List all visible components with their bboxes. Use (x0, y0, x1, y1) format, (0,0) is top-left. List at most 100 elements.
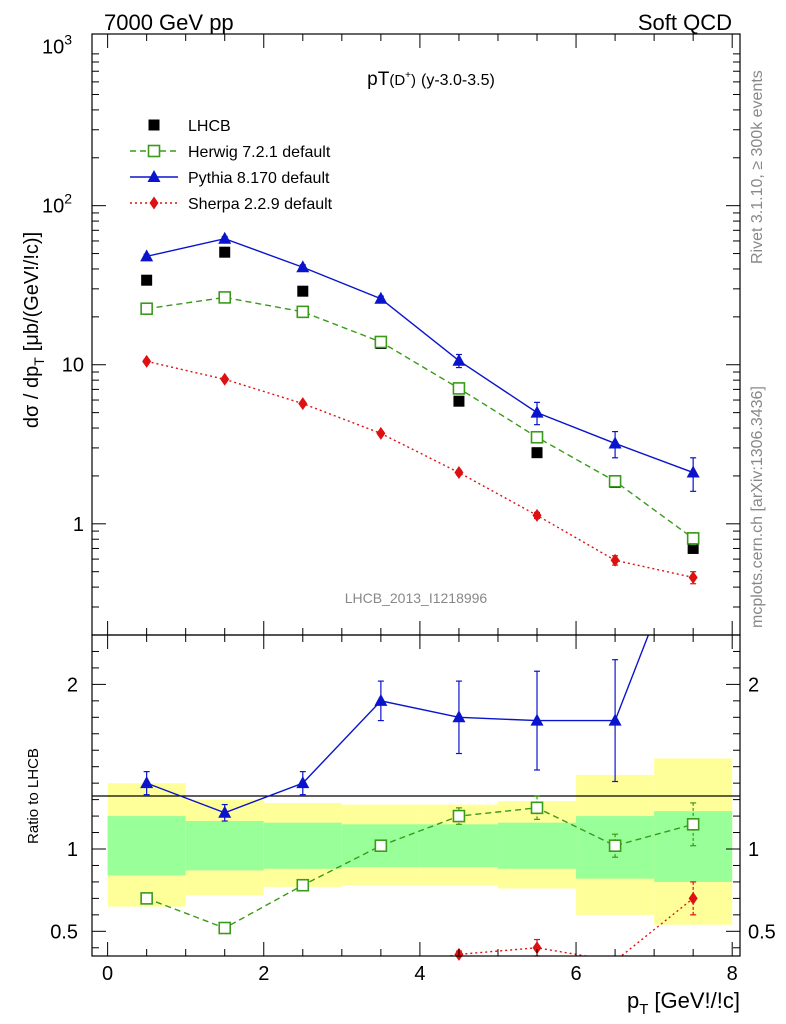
herwig-line (146, 807, 694, 929)
main-y-label-unit: [μb/(GeV!/!c)] (21, 232, 43, 351)
sherpa-point (142, 354, 152, 368)
herwig-point (296, 305, 310, 319)
sherpa-point (688, 891, 698, 905)
main-y-axis-label: dσ / dpT [μb/(GeV!/!c)] (21, 232, 47, 428)
herwig-point (530, 430, 544, 444)
pythia-point (140, 776, 154, 789)
legend-sherpa-marker (149, 196, 159, 210)
x-tick-label: 2 (258, 963, 269, 985)
process-label: Soft QCD (638, 10, 732, 35)
herwig-point (608, 475, 622, 488)
analysis-id-label: LHCB_2013_I1218996 (345, 590, 488, 606)
pythia-line (146, 237, 694, 474)
legend-herwig-label: Herwig 7.2.1 default (188, 144, 331, 161)
main-y-tick-exponent: 2 (64, 191, 72, 207)
x-label-main: p (627, 988, 639, 1013)
lhcb-point (141, 274, 153, 286)
plot-title-close: ) (411, 72, 416, 89)
main-marks (140, 231, 700, 585)
legend-lhcb-marker (148, 119, 160, 131)
main-y-tick-exponent: 3 (64, 32, 72, 48)
pythia-point (452, 710, 466, 723)
ratio-y-tick-label-right: 1 (748, 839, 759, 861)
herwig-line (146, 296, 694, 539)
pythia-point (374, 291, 388, 304)
ratio-inner-band (107, 816, 186, 876)
pythia-line (146, 635, 650, 814)
herwig-point (374, 335, 388, 349)
plot-title: pT(D+) (367, 69, 416, 90)
pythia-point (296, 776, 310, 789)
ratio-inner-band (497, 822, 577, 869)
ratio-inner-band (419, 824, 498, 868)
legend-sherpa-label: Sherpa 2.2.9 default (188, 196, 333, 213)
source-label: mcplots.cern.ch [arXiv:1306.3436] (749, 386, 766, 628)
lhcb-point (687, 542, 699, 554)
pythia-point (530, 405, 544, 418)
legend-pythia-label: Pythia 8.170 default (188, 170, 330, 187)
ratio-inner-band (263, 822, 342, 869)
pythia-point (608, 436, 622, 449)
ratio-y-tick-label-left: 0.5 (50, 921, 78, 943)
herwig-point (452, 809, 466, 823)
pythia-point (140, 249, 154, 262)
plot-title-range: (y-3.0-3.5) (421, 72, 495, 89)
x-label-sub: T (639, 1001, 648, 1018)
lhcb-point (219, 246, 231, 258)
plot-title-main: pT (367, 69, 390, 90)
ratio-y-tick-label-left: 2 (67, 674, 78, 696)
legend: LHCB Herwig 7.2.1 default Pythia 8.170 def… (130, 118, 333, 213)
main-y-tick-base: 10 (42, 37, 64, 59)
main-y-tick-label: 1 (73, 514, 84, 536)
pythia-point (374, 693, 388, 706)
sherpa-point (532, 941, 542, 955)
herwig-point (218, 921, 232, 935)
legend-herwig-marker (147, 144, 161, 158)
legend-pythia-marker (147, 170, 161, 182)
plot-title-particle: (D (389, 72, 405, 89)
sherpa-point (532, 508, 542, 522)
ratio-marks (140, 635, 700, 961)
herwig-point (530, 801, 544, 815)
sherpa-point (298, 397, 308, 411)
sherpa-point (376, 426, 386, 440)
x-tick-label: 8 (727, 963, 738, 985)
plot-title-charge: + (405, 70, 411, 81)
pythia-point (296, 260, 310, 273)
energy-label: 7000 GeV pp (104, 10, 234, 35)
main-y-label-sub: T (31, 357, 47, 366)
main-y-tick-label: 10 (62, 355, 84, 377)
ratio-y-tick-label-right: 2 (748, 674, 759, 696)
main-y-tick-base: 1 (73, 514, 84, 536)
sherpa-point (688, 570, 698, 584)
x-label-unit: [GeV!/!c] (654, 988, 740, 1013)
herwig-point (140, 302, 153, 316)
sherpa-point (220, 372, 230, 386)
ratio-axis-ticks: 0.5 0.5 1 1 2 2 0 2 4 6 8 (50, 635, 776, 985)
herwig-point (140, 892, 153, 905)
x-axis-label: pT [GeV!/!c] (627, 988, 740, 1018)
ratio-uncertainty-bands (107, 758, 733, 925)
herwig-point (218, 291, 232, 304)
main-y-label-main: dσ / dp (21, 366, 43, 428)
x-tick-label: 0 (102, 963, 113, 985)
pythia-point (218, 805, 232, 818)
main-y-tick-base: 10 (42, 196, 64, 218)
rivet-version-label: Rivet 3.1.10, ≥ 300k events (749, 70, 766, 264)
sherpa-point (454, 466, 464, 480)
ratio-inner-band (185, 821, 264, 871)
main-y-tick-label: 102 (42, 191, 72, 218)
ratio-y-tick-label-left: 1 (67, 839, 78, 861)
pythia-point (218, 231, 232, 244)
lhcb-point (297, 285, 309, 297)
main-y-tick-label: 103 (42, 32, 72, 59)
herwig-point (608, 839, 622, 853)
herwig-point (374, 839, 388, 853)
lhcb-point (531, 447, 543, 459)
lhcb-point (453, 395, 465, 407)
legend-lhcb-label: LHCB (188, 118, 231, 135)
pythia-point (686, 465, 700, 478)
